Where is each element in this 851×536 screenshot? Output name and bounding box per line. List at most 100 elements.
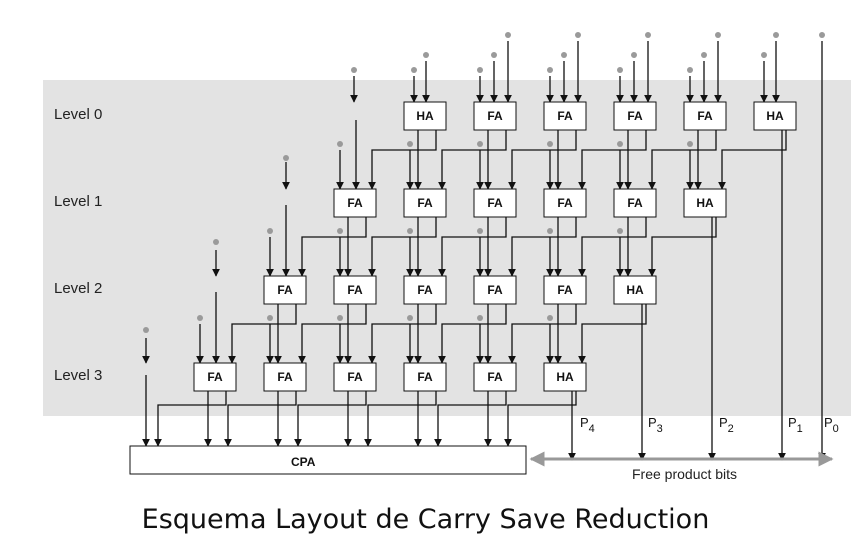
adder-cell-label: FA [487,283,503,297]
adder-cell-label: FA [557,196,573,210]
adder-cell-box [473,275,517,305]
wire-route [294,391,367,447]
pp-dot [645,32,651,38]
pp-dot [761,52,767,58]
pp-dot [423,52,429,58]
carry-save-reduction-diagram: HA FA FA FA FA HA FA FA FA FA FA HA FA FA FA FA FA HA FA FA… [43,32,851,482]
adder-cell-box [683,101,727,131]
adder-cell-label: FA [487,370,503,384]
level-label-0: Level 0 [54,106,102,123]
adder-cell-label: FA [557,109,573,123]
pp-dot [197,315,203,321]
pp-dot [213,239,219,245]
adder-cell-box [613,188,657,218]
adder-cell-label: FA [557,283,573,297]
wire-route [224,391,297,447]
pp-dot [337,141,343,147]
pp-dot [701,52,707,58]
pp-dot [617,67,623,73]
pp-dot [407,315,413,321]
adder-cell-label: FA [697,109,713,123]
product-bit-p2: P2 [719,415,734,435]
adder-cell-label: FA [417,196,433,210]
adder-cell-box [193,362,237,392]
adder-cell-label: FA [277,283,293,297]
wire-route [228,304,297,364]
product-bit-p0: P0 [824,415,839,435]
adder-cell-label: FA [347,283,363,297]
wire-route [298,304,367,364]
pp-dot [267,315,273,321]
adder-cell-box [403,188,447,218]
wires [142,41,826,461]
pp-dot [773,32,779,38]
level-band [43,80,851,416]
adder-cells: HA FA FA FA FA HA FA FA FA FA FA HA FA FA FA FA FA HA FA FA… [193,101,797,392]
adder-cell-box [333,275,377,305]
adder-cell-box [543,101,587,131]
pp-dot [477,141,483,147]
adder-cell-label: FA [207,370,223,384]
adder-cell-box [543,362,587,392]
wire-route [368,304,437,364]
wire-route [508,304,577,364]
pp-dot [547,141,553,147]
wire-route [438,304,507,364]
adder-cell-box [403,101,447,131]
partial-product-dots [143,32,825,333]
pp-dot [407,228,413,234]
adder-cell-label: FA [347,196,363,210]
adder-cell-box [403,275,447,305]
pp-dot [407,141,413,147]
adder-cell-box [613,101,657,131]
pp-dot [411,67,417,73]
pp-dot [143,327,149,333]
wire-route [434,391,507,447]
pp-dot [715,32,721,38]
product-bit-p4: P4 [580,415,595,435]
adder-cell-box [403,362,447,392]
pp-dot [617,141,623,147]
pp-dot [575,32,581,38]
adder-cell-label: FA [627,196,643,210]
pp-dot [337,315,343,321]
wire-route [648,217,717,277]
wire-route [578,217,647,277]
adder-cell-box [473,362,517,392]
pp-dot [617,228,623,234]
pp-dot [547,67,553,73]
pp-dot [505,32,511,38]
level-label-2: Level 2 [54,280,102,297]
pp-dot [337,228,343,234]
wire-route [718,130,787,190]
adder-cell-box [543,188,587,218]
level-label-1: Level 1 [54,193,102,210]
adder-cell-label: HA [626,283,644,297]
adder-cell-label: HA [766,109,784,123]
adder-cell-label: FA [487,109,503,123]
product-bit-p1: P1 [788,415,803,435]
cpa-box [129,445,527,475]
wire-route [298,217,367,277]
adder-cell-box [543,275,587,305]
adder-cell-box [683,188,727,218]
adder-cell-label: FA [417,283,433,297]
product-bit-p3: P3 [648,415,663,435]
figure-caption: Esquema Layout de Carry Save Reduction [141,504,710,535]
pp-dot [561,52,567,58]
wire-route [438,130,507,190]
wire-route [368,217,437,277]
pp-dot [547,315,553,321]
wire-route [364,391,437,447]
pp-dot [631,52,637,58]
adder-cell-box [473,188,517,218]
cpa-label: CPA [291,455,316,469]
pp-dot [477,315,483,321]
adder-cell-box [613,275,657,305]
wire-route [368,130,437,190]
wire-route [648,130,717,190]
pp-dot [819,32,825,38]
level-label-3: Level 3 [54,367,102,384]
wire-route [504,391,577,447]
free-bits-label: Free product bits [632,466,737,482]
